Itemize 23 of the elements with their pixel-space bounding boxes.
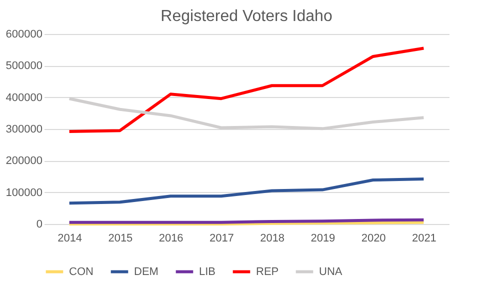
y-tick-label: 0 — [36, 218, 42, 230]
x-tick-label: 2018 — [260, 232, 285, 244]
x-tick-label: 2016 — [158, 232, 184, 244]
x-tick-label: 2021 — [412, 232, 436, 244]
x-tick-label: 2017 — [209, 232, 234, 244]
y-tick-label: 100000 — [6, 186, 42, 199]
y-tick-label: 300000 — [6, 124, 42, 136]
y-tick-label: 200000 — [6, 155, 42, 168]
chart-title: Registered Voters Idaho — [160, 8, 332, 25]
x-tick-label: 2019 — [310, 232, 336, 244]
y-tick-label: 500000 — [6, 60, 42, 72]
x-tick-label: 2020 — [361, 232, 386, 244]
x-tick-label: 2014 — [58, 232, 82, 244]
legend-label: LIB — [199, 266, 216, 278]
legend-label: REP — [256, 266, 279, 278]
line-series — [68, 46, 426, 134]
y-tick-label: 600000 — [6, 28, 42, 40]
legend-label: UNA — [319, 266, 343, 278]
y-tick-label: 400000 — [6, 92, 42, 104]
legend-label: CON — [69, 266, 94, 278]
x-tick-label: 2015 — [108, 232, 133, 244]
line-series — [68, 178, 426, 205]
legend-label: DEM — [134, 266, 158, 278]
